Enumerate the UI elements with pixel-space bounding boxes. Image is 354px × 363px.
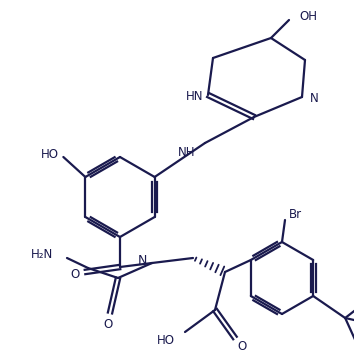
Text: O: O — [71, 268, 80, 281]
Text: O: O — [103, 318, 113, 331]
Text: OH: OH — [299, 9, 317, 23]
Text: O: O — [237, 339, 246, 352]
Text: N: N — [138, 254, 147, 268]
Text: HO: HO — [41, 148, 59, 162]
Text: NH: NH — [177, 146, 195, 159]
Text: Br: Br — [289, 208, 302, 220]
Text: HO: HO — [157, 334, 175, 347]
Text: H₂N: H₂N — [31, 249, 53, 261]
Text: HN: HN — [185, 90, 203, 103]
Text: N: N — [310, 93, 319, 106]
